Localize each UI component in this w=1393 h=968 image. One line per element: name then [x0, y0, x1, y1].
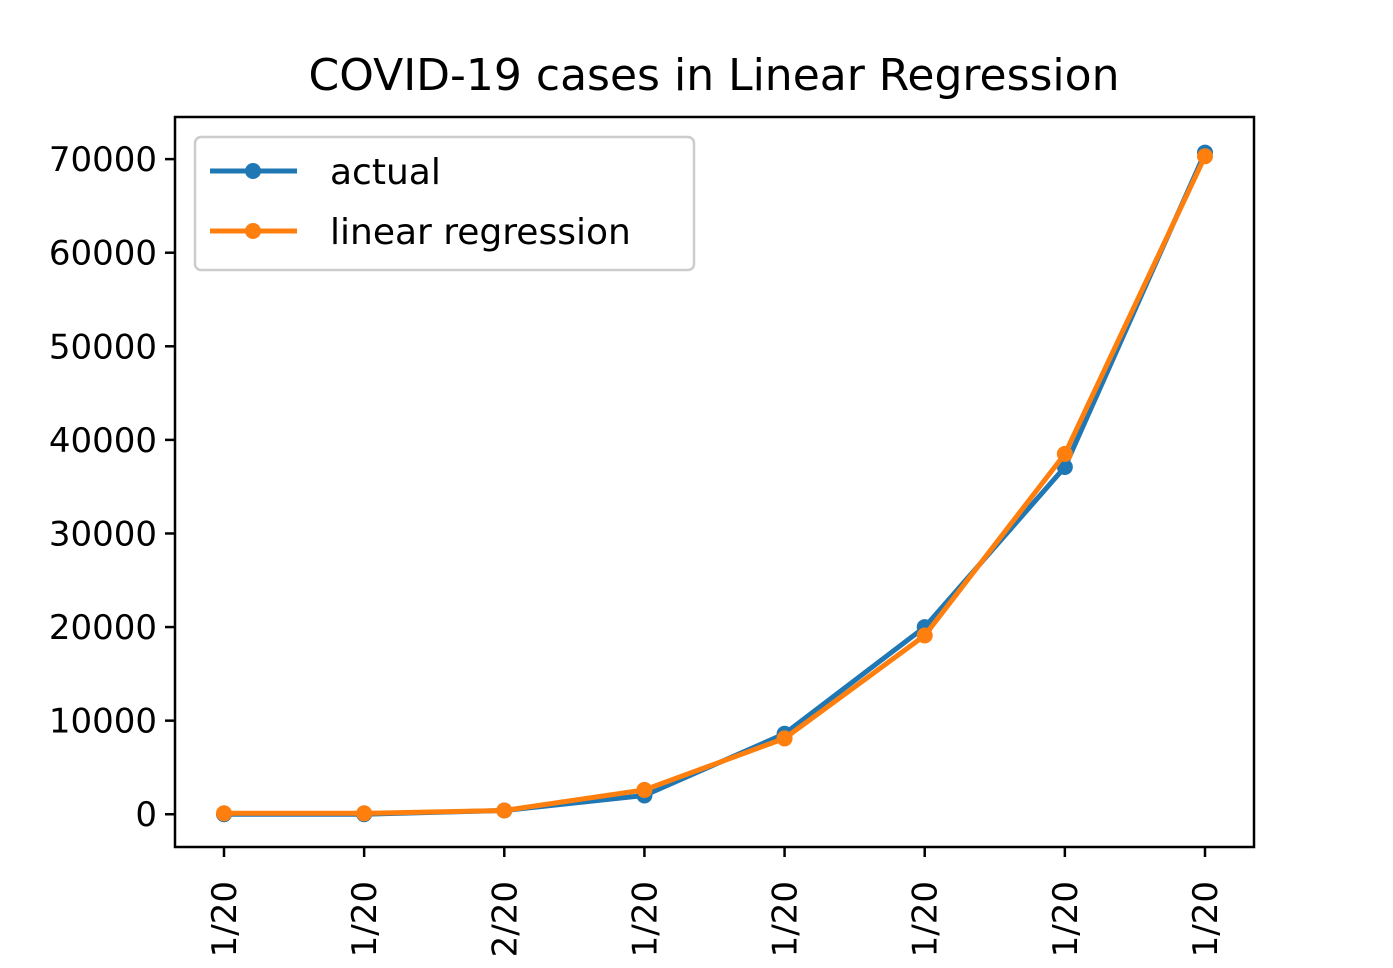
data-point-1-0 [216, 805, 232, 822]
x-tick-label: 1/20 [906, 881, 946, 957]
data-point-1-3 [636, 781, 653, 798]
y-tick-label: 30000 [49, 514, 157, 554]
x-tick-label: 2/20 [485, 881, 525, 957]
data-point-1-4 [776, 730, 793, 747]
data-point-1-6 [1056, 445, 1073, 462]
y-tick-label: 40000 [49, 421, 157, 461]
y-tick-label: 20000 [49, 608, 157, 648]
y-tick-label: 60000 [49, 234, 157, 274]
legend-box [193, 135, 696, 272]
legend-label: linear regression [330, 212, 631, 253]
x-tick-label: 1/20 [205, 881, 245, 957]
y-tick-label: 0 [135, 795, 157, 835]
y-tick-label: 50000 [49, 327, 157, 367]
x-tick-label: 1/20 [345, 881, 385, 957]
x-tick-label: 1/20 [625, 881, 665, 957]
legend-label: actual [330, 152, 441, 193]
series-line-1 [221, 153, 1208, 816]
x-tick-label: 1/20 [766, 881, 806, 957]
legend-swatch-marker [245, 163, 261, 179]
y-tick-label: 70000 [49, 140, 157, 180]
plot-frame [173, 115, 1256, 849]
data-point-1-7 [1197, 148, 1213, 165]
y-tick-label: 10000 [49, 702, 157, 742]
chart-title: COVID-19 cases in Linear Regression [309, 50, 1120, 101]
data-point-1-1 [356, 805, 373, 822]
x-tick-label: 1/20 [1186, 881, 1226, 957]
data-point-1-2 [496, 802, 513, 819]
legend-swatch-marker [245, 223, 261, 239]
data-point-1-5 [916, 627, 933, 644]
x-tick-label: 1/20 [1046, 881, 1086, 957]
